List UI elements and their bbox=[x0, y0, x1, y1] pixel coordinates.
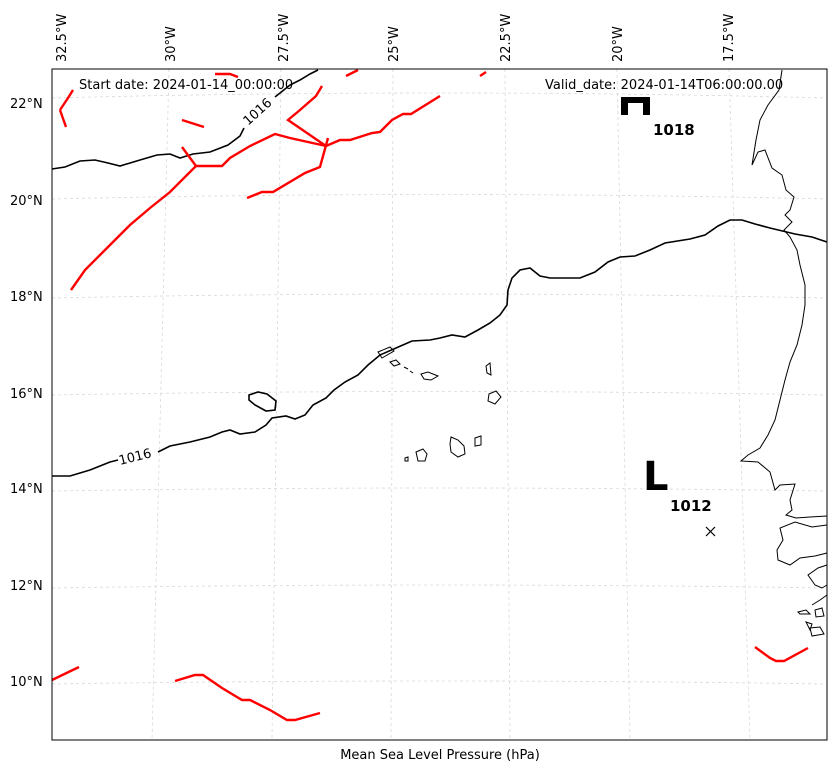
low-pressure-symbol: L bbox=[643, 454, 669, 500]
lat-label-22n: 22°N bbox=[10, 97, 43, 112]
lon-label-17-5w: 17.5°W bbox=[722, 13, 737, 62]
map-frame bbox=[51, 68, 828, 741]
high-pressure-symbol bbox=[621, 97, 650, 115]
high-pressure-value: 1018 bbox=[653, 121, 695, 139]
lon-label-20w: 20°W bbox=[611, 26, 626, 62]
lat-label-10n: 10°N bbox=[10, 675, 43, 690]
africa-coastline bbox=[739, 69, 828, 606]
map-caption: Mean Sea Level Pressure (hPa) bbox=[340, 748, 540, 763]
cape-verde-islands bbox=[377, 346, 502, 462]
lat-label-12n: 12°N bbox=[10, 579, 43, 594]
lat-label-14n: 14°N bbox=[10, 482, 43, 497]
lat-label-16n: 16°N bbox=[10, 387, 43, 402]
low-pressure-value: 1012 bbox=[670, 497, 712, 515]
lon-label-30w: 30°W bbox=[164, 26, 179, 62]
isobar-label-south: 1016 bbox=[117, 446, 153, 469]
lon-label-25w: 25°W bbox=[387, 26, 402, 62]
graticule bbox=[51, 68, 828, 741]
isobar-loop bbox=[248, 391, 277, 412]
lat-label-20n: 20°N bbox=[10, 194, 43, 209]
valid-date: Valid_date: 2024-01-14T06:00:00.00 bbox=[545, 78, 784, 93]
isobar-1016-south bbox=[52, 219, 828, 477]
lat-label-18n: 18°N bbox=[10, 290, 43, 305]
lon-label-32-5w: 32.5°W bbox=[55, 13, 70, 62]
fronts bbox=[51, 68, 809, 722]
isobar-label-north: 1016 bbox=[241, 96, 276, 129]
isobar-1016-north bbox=[51, 69, 319, 170]
lon-label-22-5w: 22.5°W bbox=[499, 13, 514, 62]
low-center-marker bbox=[705, 526, 716, 537]
lon-label-27-5w: 27.5°W bbox=[277, 13, 292, 62]
west-african-islands bbox=[797, 607, 825, 637]
start-date: Start date: 2024-01-14_00:00:00 bbox=[79, 78, 294, 93]
